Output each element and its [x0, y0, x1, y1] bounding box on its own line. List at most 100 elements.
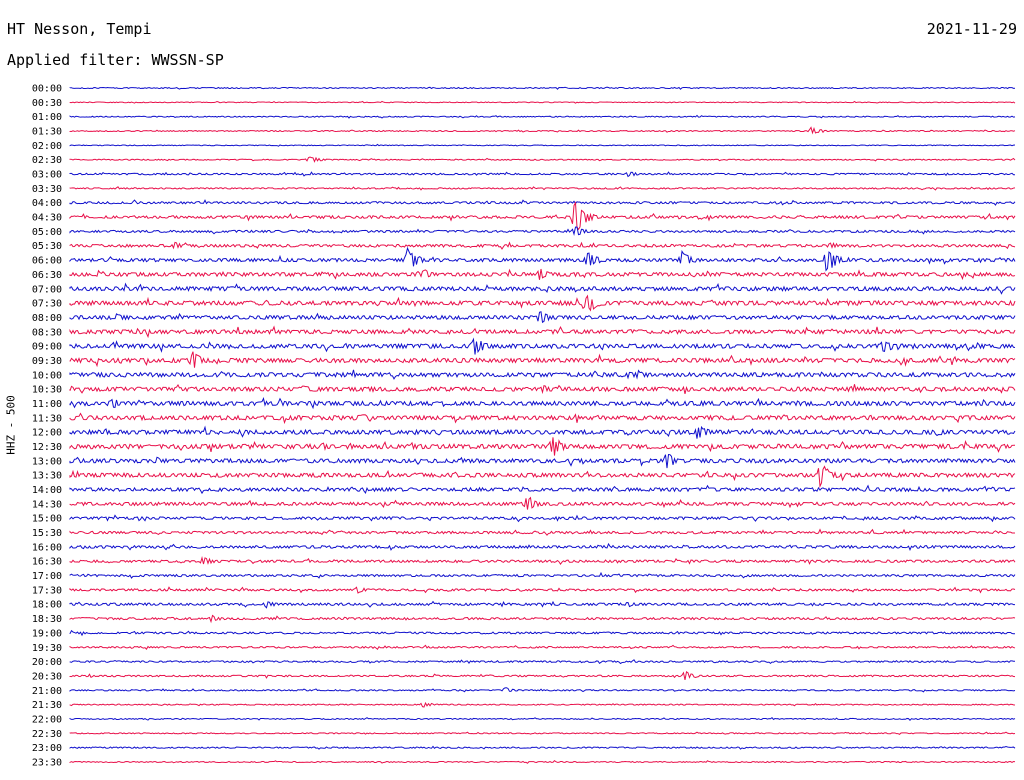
row-time-label: 22:00	[32, 714, 62, 725]
trace-row-0130	[69, 126, 1016, 135]
trace-row-0900	[69, 337, 1016, 355]
trace-row-1530	[69, 528, 1016, 536]
trace-row-1700	[69, 571, 1016, 579]
row-time-label: 23:00	[32, 743, 62, 754]
row-time-label: 13:30	[32, 471, 62, 482]
trace-row-0600	[69, 246, 1016, 272]
trace-row-1330	[69, 465, 1016, 489]
trace-row-2100	[69, 687, 1016, 693]
trace-row-1030	[69, 383, 1016, 395]
row-time-label: 18:00	[32, 600, 62, 611]
trace-row-1500	[69, 514, 1016, 523]
row-time-label: 06:00	[32, 256, 62, 267]
trace-row-0200	[69, 143, 1016, 147]
row-time-label: 15:30	[32, 528, 62, 539]
row-time-label: 10:00	[32, 370, 62, 381]
row-time-label: 13:00	[32, 456, 62, 467]
trace-row-0500	[69, 226, 1016, 236]
trace-row-2330	[69, 760, 1016, 764]
row-time-label: 17:00	[32, 571, 62, 582]
trace-row-0800	[69, 311, 1016, 324]
row-time-label: 01:30	[32, 127, 62, 138]
trace-row-1200	[69, 425, 1016, 439]
row-time-label: 07:30	[32, 299, 62, 310]
trace-row-1230	[69, 437, 1016, 456]
filter-label: Applied filter: WWSSN-SP	[7, 51, 224, 69]
row-time-label: 03:00	[32, 170, 62, 181]
row-time-label: 14:00	[32, 485, 62, 496]
row-time-label: 11:30	[32, 413, 62, 424]
row-time-label: 12:30	[32, 442, 62, 453]
trace-row-1130	[69, 412, 1016, 425]
trace-row-0030	[69, 100, 1016, 104]
row-time-label: 20:00	[32, 657, 62, 668]
trace-row-1730	[69, 586, 1016, 594]
trace-row-2030	[69, 671, 1016, 681]
row-time-label: 09:30	[32, 356, 62, 367]
trace-row-1430	[69, 496, 1016, 510]
row-time-label: 16:00	[32, 542, 62, 553]
trace-row-1300	[69, 453, 1016, 469]
row-time-label: 06:30	[32, 270, 62, 281]
row-time-label: 21:00	[32, 686, 62, 697]
trace-row-1930	[69, 644, 1016, 650]
trace-row-1400	[69, 484, 1016, 495]
row-time-label: 20:30	[32, 671, 62, 682]
trace-row-2200	[69, 716, 1016, 721]
trace-row-0930	[69, 351, 1016, 368]
trace-row-1630	[69, 555, 1016, 566]
row-time-label: 17:30	[32, 585, 62, 596]
trace-row-0530	[69, 241, 1016, 250]
trace-row-1830	[69, 614, 1016, 624]
trace-row-0230	[69, 156, 1016, 163]
row-time-label: 01:00	[32, 112, 62, 123]
trace-row-2300	[69, 745, 1016, 750]
row-time-label: 19:00	[32, 628, 62, 639]
station-title: HT Nesson, Tempi	[7, 20, 152, 38]
row-time-label: 19:30	[32, 643, 62, 654]
trace-row-0730	[69, 294, 1016, 312]
row-time-label: 16:30	[32, 557, 62, 568]
trace-row-1900	[69, 629, 1016, 637]
trace-row-0830	[69, 325, 1016, 339]
row-time-label: 05:00	[32, 227, 62, 238]
row-time-label: 02:30	[32, 155, 62, 166]
trace-row-1100	[69, 397, 1016, 410]
row-time-label: 04:30	[32, 213, 62, 224]
row-time-label: 04:00	[32, 198, 62, 209]
trace-row-0100	[69, 114, 1016, 119]
trace-row-0700	[69, 282, 1016, 295]
trace-row-1800	[69, 600, 1016, 609]
date-label: 2021-11-29	[926, 20, 1017, 38]
row-time-label: 15:00	[32, 514, 62, 525]
row-time-label: 12:00	[32, 428, 62, 439]
trace-row-0430	[69, 201, 1016, 231]
row-time-label: 07:00	[32, 284, 62, 295]
row-time-label: 23:30	[32, 757, 62, 768]
trace-row-2230	[69, 731, 1016, 735]
row-time-label: 00:30	[32, 98, 62, 109]
row-time-label: 09:00	[32, 342, 62, 353]
row-time-label: 10:30	[32, 385, 62, 396]
trace-row-1000	[69, 369, 1016, 380]
trace-row-0000	[69, 86, 1016, 90]
row-time-label: 14:30	[32, 499, 62, 510]
trace-row-2000	[69, 659, 1016, 665]
row-time-label: 03:30	[32, 184, 62, 195]
row-time-label: 02:00	[32, 141, 62, 152]
trace-row-1600	[69, 542, 1016, 551]
row-time-label: 08:30	[32, 327, 62, 338]
row-time-label: 00:00	[32, 84, 62, 95]
row-time-label: 22:30	[32, 729, 62, 740]
row-time-label: 21:30	[32, 700, 62, 711]
trace-row-2130	[69, 701, 1016, 708]
row-time-label: 18:30	[32, 614, 62, 625]
trace-row-0630	[69, 268, 1016, 281]
row-time-label: 08:00	[32, 313, 62, 324]
trace-row-0330	[69, 186, 1016, 191]
trace-row-0300	[69, 171, 1016, 178]
row-time-label: 05:30	[32, 241, 62, 252]
trace-row-0400	[69, 199, 1016, 206]
row-time-label: 11:00	[32, 399, 62, 410]
